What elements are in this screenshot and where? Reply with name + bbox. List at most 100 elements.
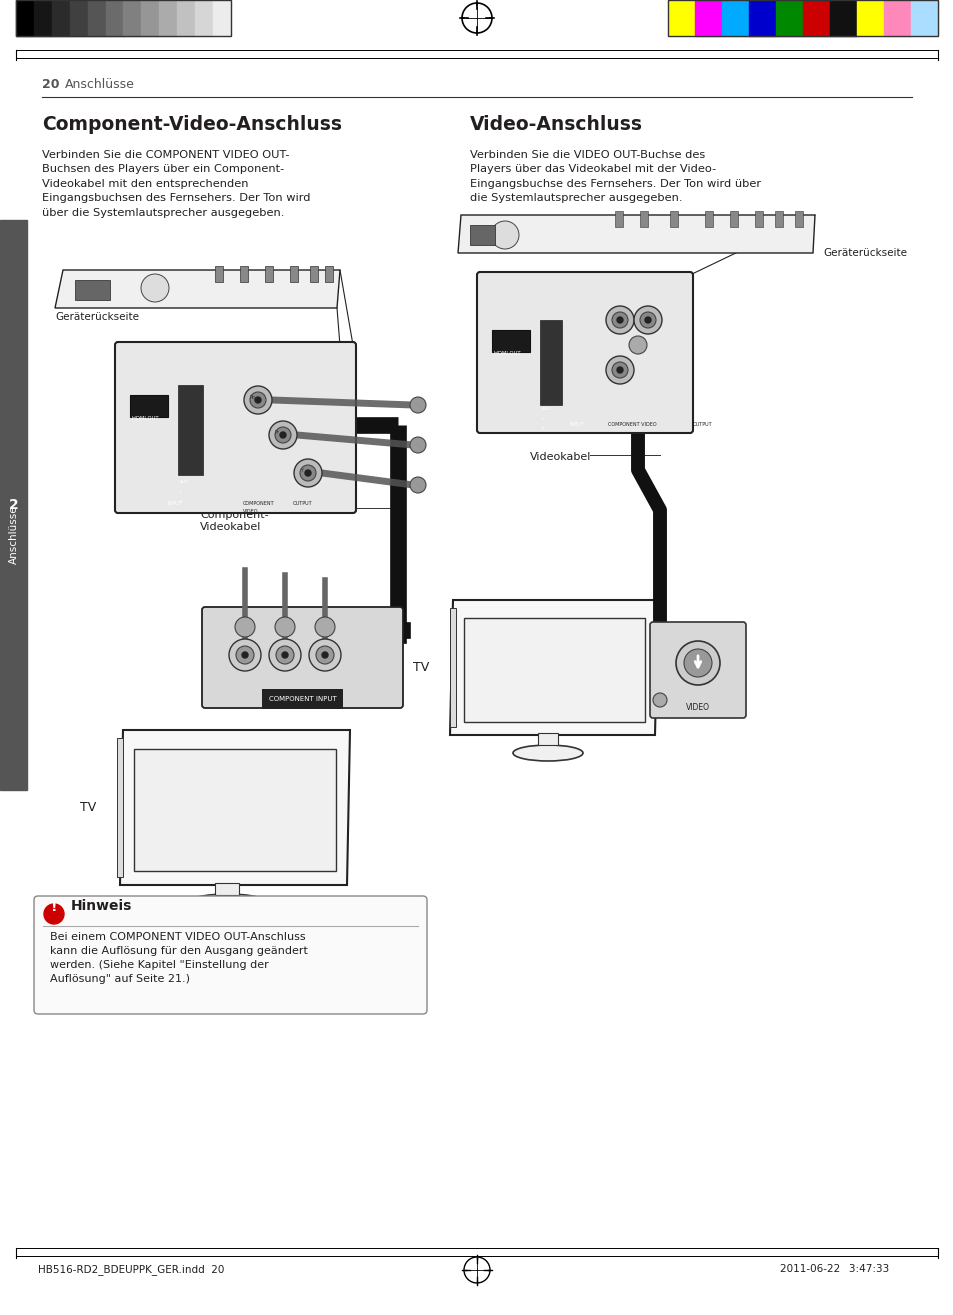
Circle shape [235, 646, 253, 664]
Bar [667, 0, 695, 36]
Circle shape [242, 652, 248, 658]
Circle shape [234, 617, 254, 636]
Bar [775, 0, 802, 36]
Text: VIDEO: VIDEO [685, 704, 709, 711]
Bar [214, 266, 223, 281]
Bar [856, 0, 883, 36]
Circle shape [305, 469, 311, 476]
Text: OUTPUT: OUTPUT [692, 422, 712, 427]
Circle shape [652, 693, 666, 707]
Circle shape [315, 646, 334, 664]
FancyBboxPatch shape [34, 896, 427, 1014]
Bar [639, 210, 647, 227]
Polygon shape [120, 730, 350, 885]
Bar [195, 0, 213, 36]
Bar [130, 394, 168, 417]
Text: INPUT: INPUT [569, 422, 584, 427]
Text: Hinweis: Hinweis [71, 899, 132, 913]
Text: INPUT: INPUT [168, 501, 182, 506]
Text: Component-Video-Anschluss: Component-Video-Anschluss [42, 114, 341, 134]
Circle shape [44, 903, 64, 924]
Bar [704, 210, 712, 227]
Bar [695, 0, 721, 36]
Circle shape [274, 427, 291, 443]
Bar [0, 220, 27, 790]
FancyBboxPatch shape [202, 608, 402, 707]
Text: 2011-06-22   3:47:33: 2011-06-22 3:47:33 [780, 1264, 888, 1274]
Circle shape [617, 367, 622, 373]
Bar [794, 210, 802, 227]
Bar [539, 320, 561, 405]
Polygon shape [457, 214, 814, 252]
Bar [213, 0, 231, 36]
Circle shape [634, 306, 661, 334]
Ellipse shape [188, 894, 267, 913]
Circle shape [410, 397, 426, 413]
Circle shape [410, 437, 426, 452]
Text: VIDEO: VIDEO [243, 509, 258, 514]
Text: Video-Anschluss: Video-Anschluss [470, 114, 642, 134]
Bar [774, 210, 782, 227]
Bar [721, 0, 748, 36]
Bar [34, 0, 51, 36]
Text: R: R [180, 500, 183, 504]
FancyBboxPatch shape [476, 272, 692, 433]
Bar [802, 0, 829, 36]
Circle shape [274, 617, 294, 636]
Circle shape [314, 617, 335, 636]
Circle shape [282, 652, 288, 658]
Bar [910, 0, 937, 36]
Text: 20: 20 [42, 78, 59, 91]
Circle shape [683, 650, 711, 677]
Circle shape [294, 459, 322, 487]
Ellipse shape [513, 746, 582, 761]
Circle shape [410, 477, 426, 493]
Bar [141, 0, 159, 36]
Circle shape [254, 397, 261, 402]
Circle shape [676, 640, 720, 685]
Bar [829, 0, 856, 36]
Circle shape [612, 312, 627, 327]
Circle shape [605, 356, 634, 384]
Bar [70, 0, 88, 36]
Circle shape [275, 646, 294, 664]
Bar [669, 210, 678, 227]
Text: HDMI OUT: HDMI OUT [494, 351, 520, 356]
Text: L: L [180, 490, 182, 494]
Bar [310, 266, 317, 281]
Bar [178, 385, 203, 475]
Text: Videokabel: Videokabel [530, 452, 591, 462]
Text: TV: TV [413, 661, 429, 675]
Bar [51, 0, 70, 36]
Circle shape [309, 639, 340, 671]
Polygon shape [450, 600, 658, 735]
Bar [106, 0, 123, 36]
FancyBboxPatch shape [649, 622, 745, 718]
Bar [537, 732, 558, 746]
Bar [450, 608, 456, 727]
Bar [463, 618, 644, 722]
Bar [265, 266, 273, 281]
Text: OUTPUT: OUTPUT [293, 501, 313, 506]
Bar [88, 0, 106, 36]
Text: Pr: Pr [274, 430, 279, 435]
Bar [75, 280, 110, 300]
Polygon shape [55, 270, 339, 308]
Bar [177, 0, 195, 36]
Text: Verbinden Sie die VIDEO OUT-Buchse des
Players über das Videokabel mit der Video: Verbinden Sie die VIDEO OUT-Buchse des P… [470, 150, 760, 204]
Text: L: L [541, 417, 543, 421]
Bar [16, 0, 34, 36]
Circle shape [605, 306, 634, 334]
Bar [748, 0, 775, 36]
Bar [754, 210, 762, 227]
Text: !: ! [51, 899, 57, 914]
Text: Component-
Videokabel: Component- Videokabel [200, 510, 269, 533]
Circle shape [250, 392, 266, 408]
Text: R: R [541, 427, 544, 431]
Bar [123, 0, 141, 36]
Bar [240, 266, 248, 281]
Text: Geräterückseite: Geräterückseite [822, 249, 906, 258]
Circle shape [644, 317, 650, 323]
Text: Verbinden Sie die COMPONENT VIDEO OUT-
Buchsen des Players über ein Component-
V: Verbinden Sie die COMPONENT VIDEO OUT- B… [42, 150, 310, 217]
Circle shape [269, 421, 296, 448]
